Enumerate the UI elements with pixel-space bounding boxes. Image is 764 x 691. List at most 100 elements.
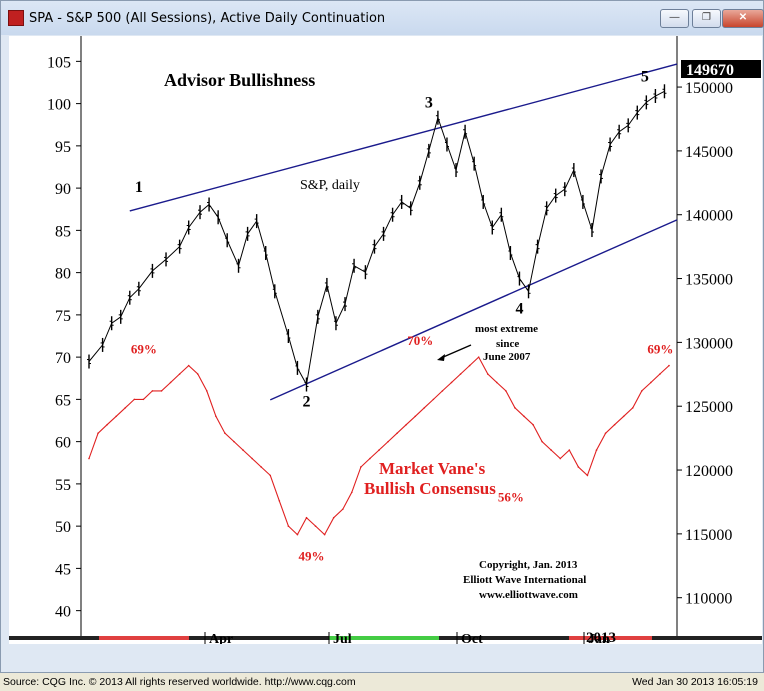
sentiment-point — [142, 398, 145, 401]
status-source: Source: CQG Inc. © 2013 All rights reser… — [3, 676, 356, 688]
left-tick-label: 100 — [47, 97, 71, 114]
annotation-arrowhead — [437, 354, 445, 361]
sentiment-point — [133, 398, 136, 401]
sentiment-point — [668, 364, 670, 367]
time-axis: Apr Jul Oct Jan — [9, 632, 762, 647]
market-vane-label-line1: Market Vane's — [379, 459, 486, 478]
sentiment-point — [595, 449, 598, 451]
sentiment-point — [496, 381, 498, 384]
left-tick-label: 105 — [47, 54, 71, 71]
sentiment-point — [432, 398, 435, 401]
left-tick-label: 75 — [55, 308, 71, 325]
sentiment-point — [650, 381, 652, 384]
copyright-line2: Elliott Wave International — [463, 574, 586, 586]
left-tick-label: 90 — [55, 181, 71, 198]
sentiment-point — [106, 423, 108, 426]
sentiment-point — [459, 373, 462, 375]
left-tick-label: 60 — [55, 435, 71, 452]
sentiment-point — [260, 466, 262, 468]
sentiment-point — [360, 466, 362, 468]
market-vane-label-line2: Bullish Consensus — [364, 479, 496, 498]
sentiment-point — [468, 364, 471, 367]
sentiment-point — [477, 356, 480, 358]
title-bar[interactable]: SPA - S&P 500 (All Sessions), Active Dai… — [1, 1, 764, 35]
sentiment-point — [577, 466, 580, 468]
wave-label-2: 2 — [303, 394, 311, 411]
last-price-label: 149670 — [686, 62, 734, 79]
channel-lines — [129, 63, 678, 401]
sentiment-point — [88, 457, 90, 460]
upper-channel-line — [129, 63, 678, 212]
sentiment-point — [532, 423, 534, 426]
time-axis-segment — [439, 636, 569, 640]
right-tick-label: 125000 — [685, 399, 733, 416]
right-tick-label: 110000 — [685, 591, 732, 608]
copyright-line3: www.elliottwave.com — [479, 589, 578, 601]
right-tick-label: 130000 — [685, 335, 733, 352]
sentiment-pct-label: 56% — [498, 489, 524, 504]
sentiment-point — [351, 491, 353, 494]
sentiment-point — [631, 407, 634, 409]
right-tick-label: 115000 — [685, 527, 732, 544]
minimize-button[interactable]: — — [660, 9, 689, 28]
sentiment-point — [341, 508, 344, 511]
left-tick-label: 85 — [55, 223, 71, 240]
sentiment-point — [659, 373, 661, 375]
sentiment-point — [541, 440, 543, 443]
sentiment-point — [568, 449, 571, 451]
sentiment-point — [305, 516, 308, 519]
chart-plot-area[interactable]: 105 100 95 90 85 80 75 70 65 60 55 50 45 40 150000 145… — [9, 36, 762, 655]
right-axis: 150000 145000 140000 135000 130000 125000 1200… — [676, 36, 733, 636]
maximize-button[interactable]: ❐ — [692, 9, 721, 28]
sentiment-point — [514, 407, 516, 409]
sentiment-point — [124, 407, 127, 409]
chart-window: SPA - S&P 500 (All Sessions), Active Dai… — [0, 0, 764, 673]
sentiment-point — [115, 415, 117, 418]
sentiment-point — [423, 407, 426, 409]
sentiment-point — [187, 364, 190, 367]
left-tick-label: 80 — [55, 266, 71, 283]
wave-label-5: 5 — [641, 68, 649, 85]
time-axis-segment — [99, 636, 189, 640]
right-tick-label: 135000 — [685, 272, 733, 289]
left-tick-label: 45 — [55, 561, 71, 578]
sentiment-point — [396, 432, 398, 434]
left-tick-label: 65 — [55, 392, 71, 409]
month-label: Oct — [461, 632, 483, 644]
left-tick-label: 70 — [55, 350, 71, 367]
sentiment-point — [323, 533, 326, 536]
sentiment-point — [206, 390, 208, 392]
annotation-arrow — [440, 344, 472, 359]
left-tick-label: 50 — [55, 519, 71, 536]
right-tick-label: 140000 — [685, 208, 733, 225]
wave-label-3: 3 — [425, 95, 433, 112]
wave-label-1: 1 — [135, 179, 143, 196]
sentiment-point — [151, 390, 154, 392]
sentiment-point — [622, 415, 625, 418]
sentiment-point — [586, 474, 589, 477]
sentiment-point — [233, 440, 235, 443]
price-line — [88, 90, 665, 387]
sentiment-point — [405, 423, 407, 426]
close-button[interactable]: ✕ — [722, 9, 764, 28]
chart-title: Advisor Bullishness — [164, 70, 315, 90]
left-tick-label: 55 — [55, 477, 71, 494]
time-axis-segment — [189, 636, 329, 640]
sentiment-point — [378, 449, 380, 451]
last-price-box — [681, 60, 761, 78]
left-tick-label: 40 — [55, 604, 71, 621]
sentiment-pct-label: 69% — [131, 342, 157, 357]
sentiment-point — [414, 415, 417, 418]
time-axis-segment — [9, 636, 99, 640]
month-label: Jan — [588, 632, 610, 644]
sentiment-point — [296, 533, 299, 536]
sentiment-point — [641, 390, 643, 392]
chart-subtitle: S&P, daily — [300, 178, 360, 193]
sentiment-point — [450, 381, 453, 384]
chart-labels: 1 2 3 4 5 69% 49% 70% 56% 69% — [131, 68, 674, 563]
sentiment-point — [251, 457, 253, 460]
month-label: Apr — [209, 632, 233, 644]
sentiment-point — [314, 525, 317, 527]
right-tick-label: 145000 — [685, 144, 733, 161]
sentiment-point — [97, 432, 99, 434]
